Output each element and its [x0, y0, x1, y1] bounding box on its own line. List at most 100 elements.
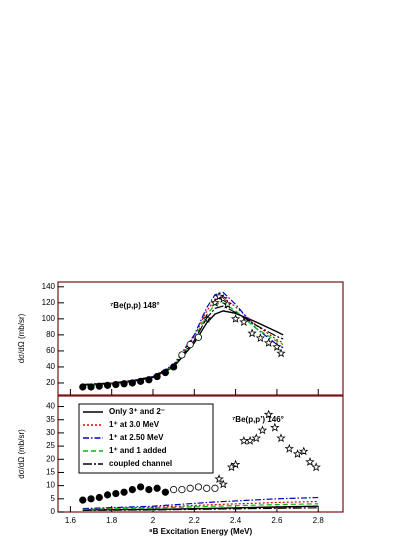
- data-point: [299, 446, 309, 456]
- curve: [82, 507, 319, 511]
- data-point: [145, 376, 153, 384]
- y-tick-label: 20: [46, 378, 55, 387]
- data-point: [230, 459, 241, 469]
- data-point: [103, 381, 112, 389]
- panel-frame: [57, 281, 344, 396]
- data-point: [87, 383, 95, 391]
- data-point: [251, 433, 261, 443]
- y-tick-label: 5: [51, 494, 56, 503]
- data-point: [128, 485, 136, 494]
- data-point: [120, 380, 128, 388]
- curve: [82, 500, 319, 510]
- data-point: [153, 372, 161, 381]
- data-point: [239, 435, 249, 445]
- x-tick-label: 2.4: [230, 516, 242, 525]
- data-point: [87, 495, 95, 503]
- data-point: [161, 488, 169, 496]
- plot-area: [79, 291, 286, 391]
- data-point: [103, 491, 112, 499]
- legend-label: 1⁺ and 1 added: [109, 446, 167, 455]
- data-point: [137, 483, 145, 491]
- x-tick-label: 2: [151, 516, 156, 525]
- data-point: [145, 485, 153, 494]
- data-point: [305, 456, 315, 466]
- x-tick-label: 2.8: [313, 516, 325, 525]
- data-point: [95, 382, 103, 390]
- y-tick-label: 20: [46, 454, 55, 463]
- x-tick-label: 2.2: [189, 516, 201, 525]
- data-point: [239, 317, 249, 326]
- data-point: [120, 488, 128, 496]
- curve: [82, 310, 284, 387]
- x-tick-label: 1.6: [65, 516, 77, 525]
- curve: [82, 503, 319, 510]
- data-point: [153, 484, 161, 492]
- y-tick-label: 35: [46, 415, 55, 424]
- data-point: [263, 337, 274, 347]
- data-point: [218, 479, 228, 489]
- data-point: [194, 483, 203, 491]
- data-point: [222, 299, 233, 309]
- data-point: [112, 380, 120, 389]
- data-point: [112, 489, 120, 498]
- y-tick-label: 0: [51, 507, 56, 516]
- x-axis-label: ⁸B Excitation Energy (MeV): [149, 527, 253, 536]
- data-point: [178, 351, 186, 359]
- x-tick-label: 1.8: [106, 516, 118, 525]
- data-point: [255, 333, 266, 343]
- data-point: [161, 368, 169, 377]
- data-point: [311, 462, 321, 472]
- data-point: [178, 485, 186, 494]
- y-tick-label: 60: [46, 346, 55, 355]
- data-point: [79, 383, 87, 391]
- data-point: [272, 341, 282, 351]
- data-point: [170, 485, 178, 494]
- data-point: [128, 379, 136, 387]
- y-tick-label: 40: [46, 402, 55, 411]
- annotation: ⁷Be(p,p’) 146°: [232, 415, 284, 424]
- data-point: [210, 297, 220, 307]
- data-point: [292, 449, 303, 459]
- legend-label: 1⁺ at 3.0 MeV: [109, 420, 160, 429]
- data-point: [194, 333, 203, 341]
- data-point: [79, 496, 87, 504]
- data-point: [218, 293, 228, 303]
- annotation: ⁷Be(p,p) 148°: [110, 301, 160, 310]
- data-point: [270, 422, 280, 432]
- y-tick-label: 25: [46, 441, 55, 450]
- data-point: [247, 328, 257, 338]
- data-point: [276, 348, 286, 358]
- data-point: [95, 493, 103, 502]
- curve: [82, 302, 284, 386]
- data-point: [202, 313, 212, 323]
- legend-label: 1⁺ at 2.50 MeV: [109, 433, 164, 442]
- curve: [82, 305, 284, 386]
- data-point: [186, 340, 194, 349]
- y-tick-label: 140: [42, 282, 56, 291]
- y-tick-label: 15: [46, 468, 55, 477]
- data-point: [186, 484, 194, 492]
- legend-label: Only 3⁺ and 2⁻: [109, 407, 165, 416]
- curve: [82, 297, 284, 386]
- plot-area: [79, 409, 321, 511]
- data-point: [170, 363, 178, 371]
- data-point: [276, 433, 286, 443]
- data-point: [263, 409, 274, 419]
- data-point: [203, 484, 211, 492]
- y-tick-label: 120: [42, 298, 56, 307]
- panel-frame: [57, 395, 344, 513]
- legend-box: [78, 403, 214, 474]
- y-axis-label: dσ/dΩ (mb/sr): [17, 313, 26, 363]
- data-point: [214, 291, 224, 301]
- legend-label: coupled channel: [109, 459, 172, 468]
- y-tick-label: 80: [46, 330, 55, 339]
- data-point: [230, 313, 241, 323]
- y-tick-label: 10: [46, 481, 55, 490]
- y-axis-label: dσ/dΩ (mb/sr): [17, 429, 26, 479]
- data-point: [284, 443, 294, 453]
- curve: [82, 496, 319, 510]
- y-tick-label: 100: [42, 314, 56, 323]
- data-point: [214, 474, 224, 484]
- data-point: [257, 425, 268, 435]
